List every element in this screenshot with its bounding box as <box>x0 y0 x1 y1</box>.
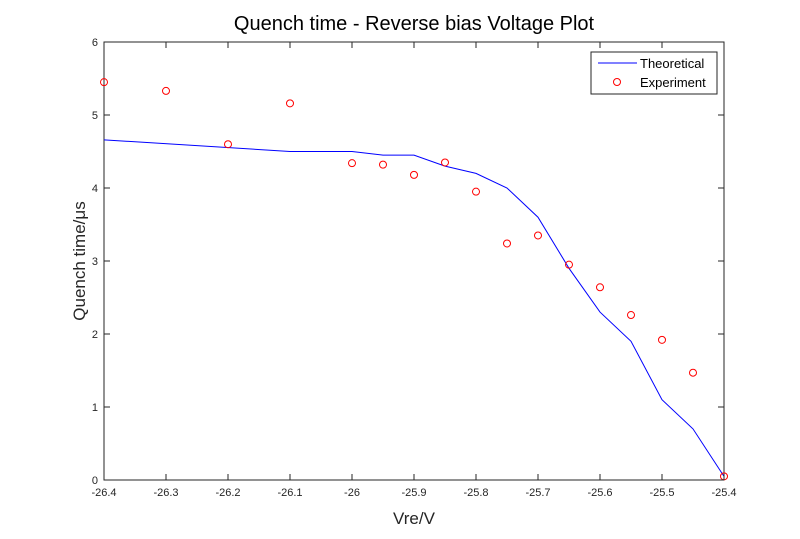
y-tick-label: 2 <box>92 329 98 341</box>
data-point-experiment <box>565 260 573 269</box>
axis-ticks: -26.4 -26.3 -26.2 -26.1 -26 -25.9 -25.8 -25.7 -2… <box>91 37 736 499</box>
x-tick-label: -26.1 <box>277 487 302 499</box>
x-axis-label: Vre/V <box>393 509 436 528</box>
data-point-experiment <box>441 158 449 167</box>
x-tick-label: -25.9 <box>401 487 426 499</box>
legend-label-experiment: Experiment <box>640 75 706 90</box>
legend: Theoretical Experiment <box>590 51 718 95</box>
legend-label-theoretical: Theoretical <box>640 56 704 71</box>
axes-box <box>103 41 725 481</box>
data-point-experiment <box>224 140 232 149</box>
x-tick-label: -26.4 <box>91 487 116 499</box>
data-point-experiment <box>379 160 387 169</box>
x-tick-label: -25.8 <box>463 487 488 499</box>
data-point-experiment <box>472 187 480 196</box>
data-point-experiment <box>348 159 356 168</box>
data-point-experiment <box>596 283 604 292</box>
data-point-experiment <box>410 170 418 179</box>
y-tick-label: 1 <box>92 402 98 414</box>
data-point-experiment <box>100 78 108 87</box>
y-tick-label: 0 <box>92 475 98 487</box>
x-tick-label: -26 <box>344 487 360 499</box>
chart-title: Quench time - Reverse bias Voltage Plot <box>234 13 595 35</box>
data-point-experiment <box>534 231 542 240</box>
y-tick-label: 4 <box>92 183 98 195</box>
plot-area <box>100 41 728 481</box>
data-point-experiment <box>286 99 294 108</box>
data-point-experiment <box>627 311 635 320</box>
x-tick-label: -25.5 <box>649 487 674 499</box>
legend-circle-icon <box>613 78 621 86</box>
x-tick-label: -25.7 <box>525 487 550 499</box>
y-tick-label: 6 <box>92 37 98 49</box>
data-point-experiment <box>503 239 511 248</box>
legend-box <box>590 51 718 95</box>
data-point-experiment <box>689 368 697 377</box>
y-tick-label: 3 <box>92 256 98 268</box>
data-point-experiment <box>658 335 666 344</box>
x-tick-label: -25.6 <box>587 487 612 499</box>
y-axis-label: Quench time/μs <box>70 201 89 320</box>
x-tick-label: -26.3 <box>153 487 178 499</box>
data-point-experiment <box>162 86 170 95</box>
x-tick-label: -26.2 <box>215 487 240 499</box>
x-tick-label: -25.4 <box>711 487 736 499</box>
y-tick-label: 5 <box>92 110 98 122</box>
series-line-theoretical <box>103 139 725 477</box>
